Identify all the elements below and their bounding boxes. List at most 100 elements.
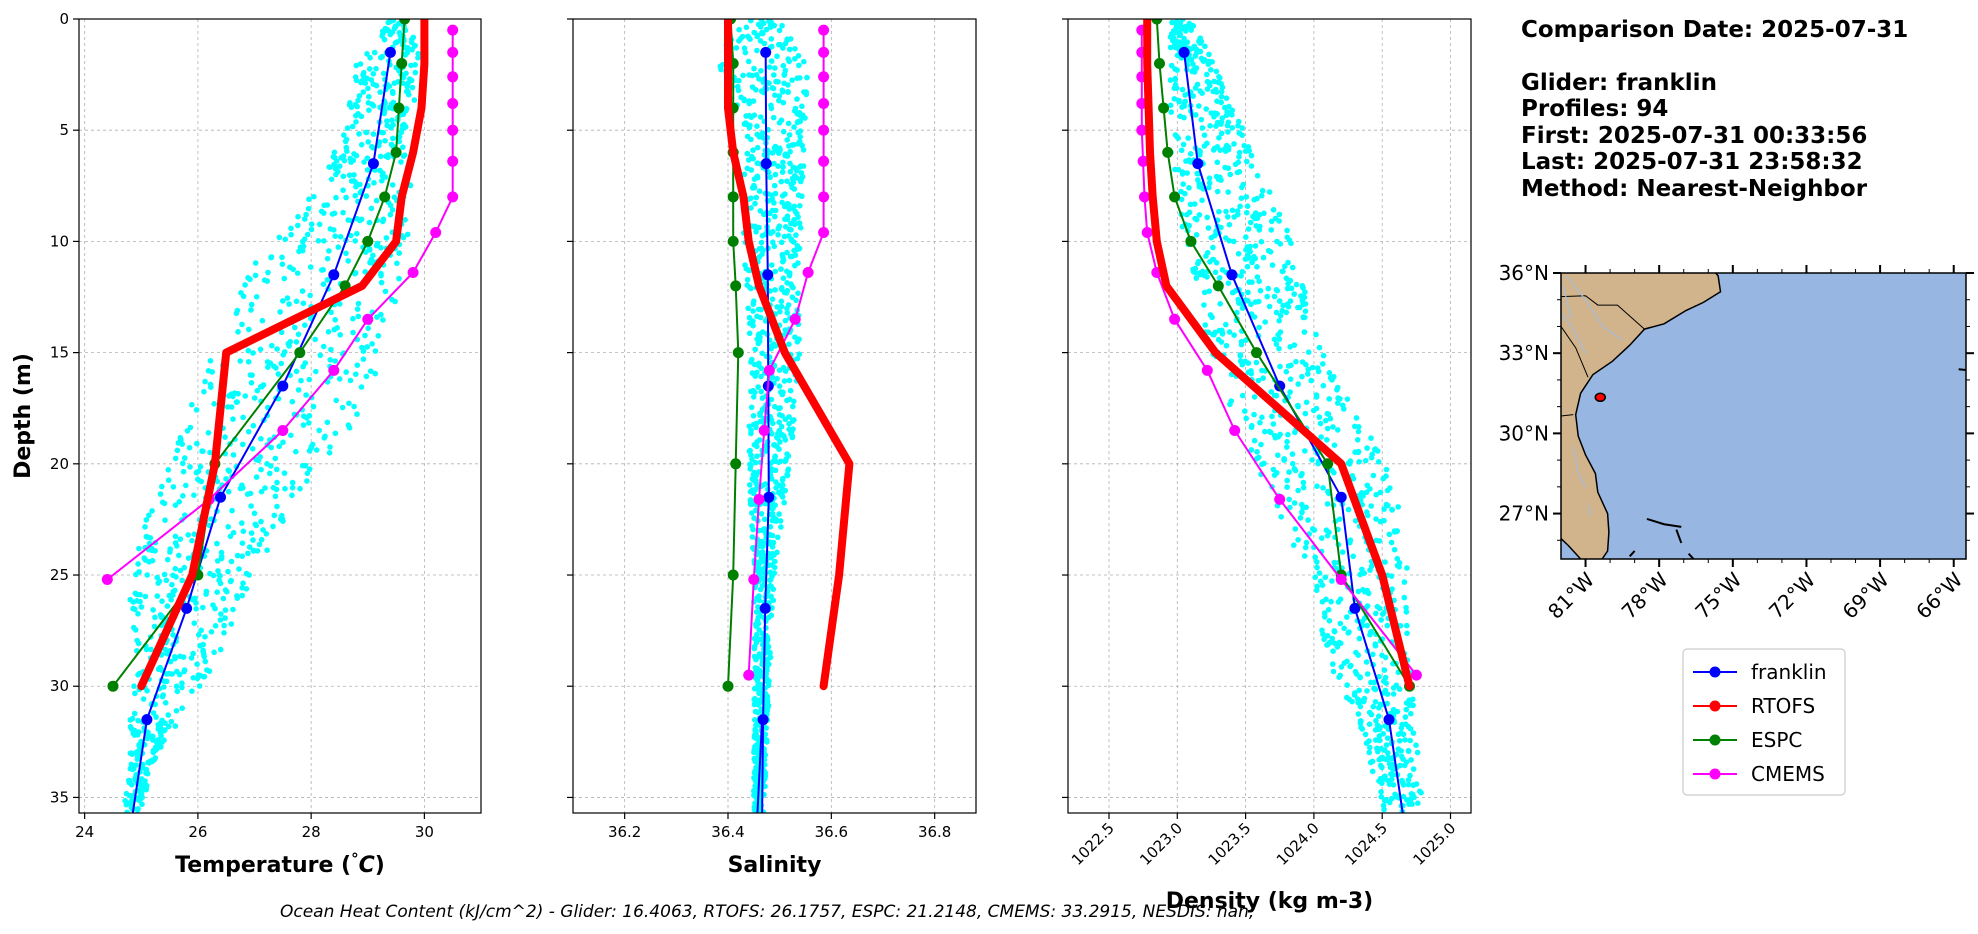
scatter-point: [1382, 559, 1388, 565]
scatter-point: [1177, 113, 1184, 120]
scatter-point: [1206, 51, 1212, 58]
scatter-point: [236, 566, 242, 572]
scatter-point: [760, 79, 766, 85]
glider-scatter: [122, 19, 422, 813]
scatter-point: [1324, 437, 1330, 443]
scatter-point: [345, 422, 352, 428]
scatter-point: [776, 93, 783, 99]
scatter-point: [1336, 516, 1343, 522]
scatter-point: [346, 172, 353, 178]
map-river: [1565, 275, 1623, 341]
scatter-point: [790, 403, 796, 410]
scatter-point: [145, 732, 152, 738]
scatter-point: [354, 230, 360, 237]
scatter-point: [1325, 641, 1331, 648]
scatter-point: [354, 362, 361, 369]
scatter-point: [1171, 42, 1178, 48]
scatter-point: [1372, 686, 1379, 693]
scatter-point: [1226, 329, 1233, 335]
scatter-point: [237, 358, 243, 364]
scatter-point: [206, 668, 213, 674]
x-axis-label: Temperature (°C): [175, 850, 385, 878]
series-line-rtofs: [724, 19, 854, 691]
scatter-point: [771, 182, 778, 189]
scatter-point: [1313, 331, 1319, 338]
scatter-point: [195, 672, 202, 678]
legend-marker-rtofs: [1709, 700, 1721, 712]
scatter-point: [766, 64, 773, 70]
scatter-point: [1382, 747, 1388, 753]
scatter-point: [1314, 483, 1320, 490]
scatter-point: [1201, 132, 1208, 138]
scatter-point: [1223, 342, 1230, 349]
scatter-point: [172, 587, 178, 594]
scatter-point: [1168, 109, 1174, 115]
scatter-point: [176, 552, 182, 559]
scatter-point: [782, 416, 789, 423]
scatter-point: [776, 490, 783, 496]
scatter-point: [214, 540, 220, 547]
scatter-point: [1319, 627, 1325, 634]
scatter-point: [1245, 226, 1252, 232]
scatter-point: [1281, 456, 1287, 463]
scatter-point: [1404, 630, 1410, 637]
scatter-point: [140, 761, 146, 768]
scatter-point: [778, 423, 785, 430]
scatter-point: [299, 288, 306, 294]
scatter-point: [744, 276, 751, 283]
scatter-point: [186, 444, 193, 451]
scatter-point: [327, 226, 334, 232]
scatter-point: [259, 383, 265, 390]
scatter-point: [1274, 470, 1280, 476]
scatter-point: [250, 422, 257, 429]
series-marker-espc: [730, 280, 742, 292]
scatter-point: [786, 132, 793, 138]
scatter-point: [351, 178, 357, 184]
series-marker-espc: [1322, 458, 1334, 470]
scatter-point: [1238, 341, 1245, 348]
scatter-point: [1286, 237, 1293, 243]
scatter-point: [225, 467, 232, 474]
scatter-point: [162, 720, 168, 726]
scatter-point: [280, 298, 286, 304]
scatter-point: [216, 572, 223, 579]
scatter-point: [767, 174, 773, 181]
scatter-point: [286, 343, 292, 349]
scatter-point: [1367, 759, 1374, 766]
scatter-point: [1384, 700, 1390, 707]
scatter-point: [1384, 622, 1391, 629]
series-marker-cmems: [1169, 313, 1181, 325]
x-axis-label: Density (kg m-3): [1166, 889, 1374, 914]
series-marker-cmems: [1335, 574, 1347, 585]
scatter-point: [770, 114, 777, 121]
scatter-point: [167, 658, 174, 665]
scatter-point: [1258, 238, 1265, 245]
series-marker-cmems: [1137, 155, 1149, 167]
scatter-point: [1212, 232, 1218, 239]
scatter-point: [1273, 341, 1280, 347]
scatter-point: [1408, 701, 1414, 708]
scatter-point: [332, 430, 339, 437]
scatter-point: [390, 135, 396, 142]
scatter-point: [337, 301, 343, 307]
scatter-point: [1382, 654, 1389, 661]
scatter-point: [299, 238, 306, 245]
scatter-point: [278, 360, 285, 367]
scatter-point: [751, 717, 758, 723]
scatter-point: [794, 355, 801, 362]
scatter-point: [1261, 460, 1267, 467]
scatter-point: [1328, 598, 1334, 605]
scatter-point: [214, 589, 220, 595]
scatter-point: [1244, 263, 1251, 270]
scatter-point: [264, 278, 271, 284]
series-marker-cmems: [753, 493, 765, 505]
scatter-point: [750, 545, 756, 551]
scatter-point: [769, 192, 775, 199]
scatter-point: [1378, 794, 1385, 800]
scatter-point: [176, 499, 183, 505]
series-marker-espc: [722, 680, 734, 692]
scatter-point: [248, 307, 254, 313]
scatter-point: [752, 708, 759, 715]
legend-label-franklin: franklin: [1751, 660, 1827, 684]
scatter-point: [787, 168, 794, 175]
